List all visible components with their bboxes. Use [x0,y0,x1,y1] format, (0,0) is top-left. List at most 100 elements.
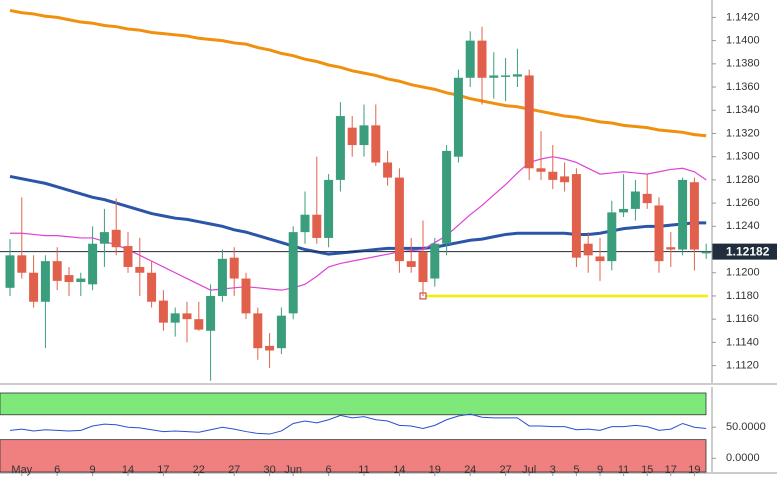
candle-body [465,40,475,78]
moving-average [9,8,707,138]
candle-body [194,319,204,330]
candle-body [383,162,393,178]
y-tick-label: 1.1360 [726,81,760,93]
x-tick-label: 27 [499,464,511,476]
candle-body [300,214,310,233]
candle-body [5,255,15,288]
y-tick-label: 1.1180 [726,290,759,302]
y-tick-label: 1.1200 [726,267,760,279]
x-tick-label: 11 [358,464,369,476]
candle-body [217,258,227,296]
candle-body [135,266,145,273]
y-tick-label: 1.1120 [726,359,759,371]
x-tick-label: 9 [597,464,603,476]
candle-body [548,171,558,180]
candle-body [701,251,711,254]
x-tick-label: 19 [429,464,441,476]
candle-body [394,177,404,262]
candle-body [560,176,570,183]
candle-body [442,150,452,244]
candle-body [536,168,546,172]
x-tick-label: 14 [393,464,405,476]
last-price-label: 1.12182 [726,244,770,258]
candle-body [147,272,157,302]
candle-body [347,127,357,146]
candle-body [512,74,522,77]
candle-body [607,212,617,262]
y-tick-label: 1.1280 [726,174,760,186]
rsi-line [9,413,707,435]
y-tick-label: 1.1260 [726,197,760,209]
candle-body [170,313,180,323]
x-tick-label: 11 [618,464,629,476]
x-tick-label: 3 [550,464,556,476]
overbought-band [0,392,707,416]
candle-body [619,208,629,213]
candle-body [288,232,298,314]
x-tick-label: 6 [326,464,332,476]
candle-body [595,256,605,262]
rsi-tick-label: 50.0000 [726,421,766,433]
candle-body [312,214,322,238]
x-tick-label: 30 [263,464,275,476]
x-tick-label: 19 [688,464,700,476]
candle-body [111,229,121,248]
candle-body [76,278,86,283]
candle-body [99,232,109,244]
candle-body [88,243,98,285]
candle-body [158,300,168,323]
candle-body [571,174,581,258]
candle-body [182,313,192,320]
x-tick-label: Jun [284,464,302,476]
x-tick-label: 14 [122,464,134,476]
x-tick-label: 17 [665,464,677,476]
candle-body [430,243,440,279]
rsi-tick-label: 0.0000 [726,452,760,464]
y-tick-label: 1.1300 [726,151,760,163]
x-tick-label: 6 [54,464,60,476]
x-tick-label: Jul [522,464,536,476]
x-tick-label: 15 [641,464,653,476]
candle-body [335,116,345,180]
y-tick-label: 1.1160 [726,313,759,325]
candle-body [477,40,487,78]
y-tick-label: 1.1320 [726,127,760,139]
candle-body [276,315,286,349]
candle-body [52,261,62,281]
candle-body [453,77,463,157]
candle-body [406,261,416,267]
candle-body [253,313,263,349]
x-tick-label: 22 [193,464,205,476]
candle-body [40,261,50,302]
x-tick-label: 9 [90,464,96,476]
candle-body [666,247,676,250]
y-tick-label: 1.1340 [726,104,760,116]
y-tick-label: 1.1380 [726,58,760,70]
candle-body [524,75,534,169]
candle-body [501,75,511,77]
candle-body [654,205,664,262]
y-tick-label: 1.1140 [726,336,759,348]
candle-body [678,179,688,250]
candle-body [642,193,652,204]
candle-body [265,345,275,351]
x-tick-label: 27 [228,464,240,476]
oversold-band [0,439,707,473]
candle-body [229,257,239,279]
x-tick-label: 24 [464,464,476,476]
y-tick-label: 1.1400 [726,35,760,47]
x-tick-label: 5 [573,464,579,476]
y-tick-label: 1.1240 [726,220,760,232]
candle-body [17,255,27,273]
candle-body [630,191,640,209]
last-price-box [712,243,777,260]
candle-body [371,125,381,163]
candle-body [324,179,334,238]
candle-body [206,295,216,331]
candle-body [489,75,499,78]
candle-body [418,251,428,283]
candle-body [64,275,74,283]
candle-body [359,125,369,146]
